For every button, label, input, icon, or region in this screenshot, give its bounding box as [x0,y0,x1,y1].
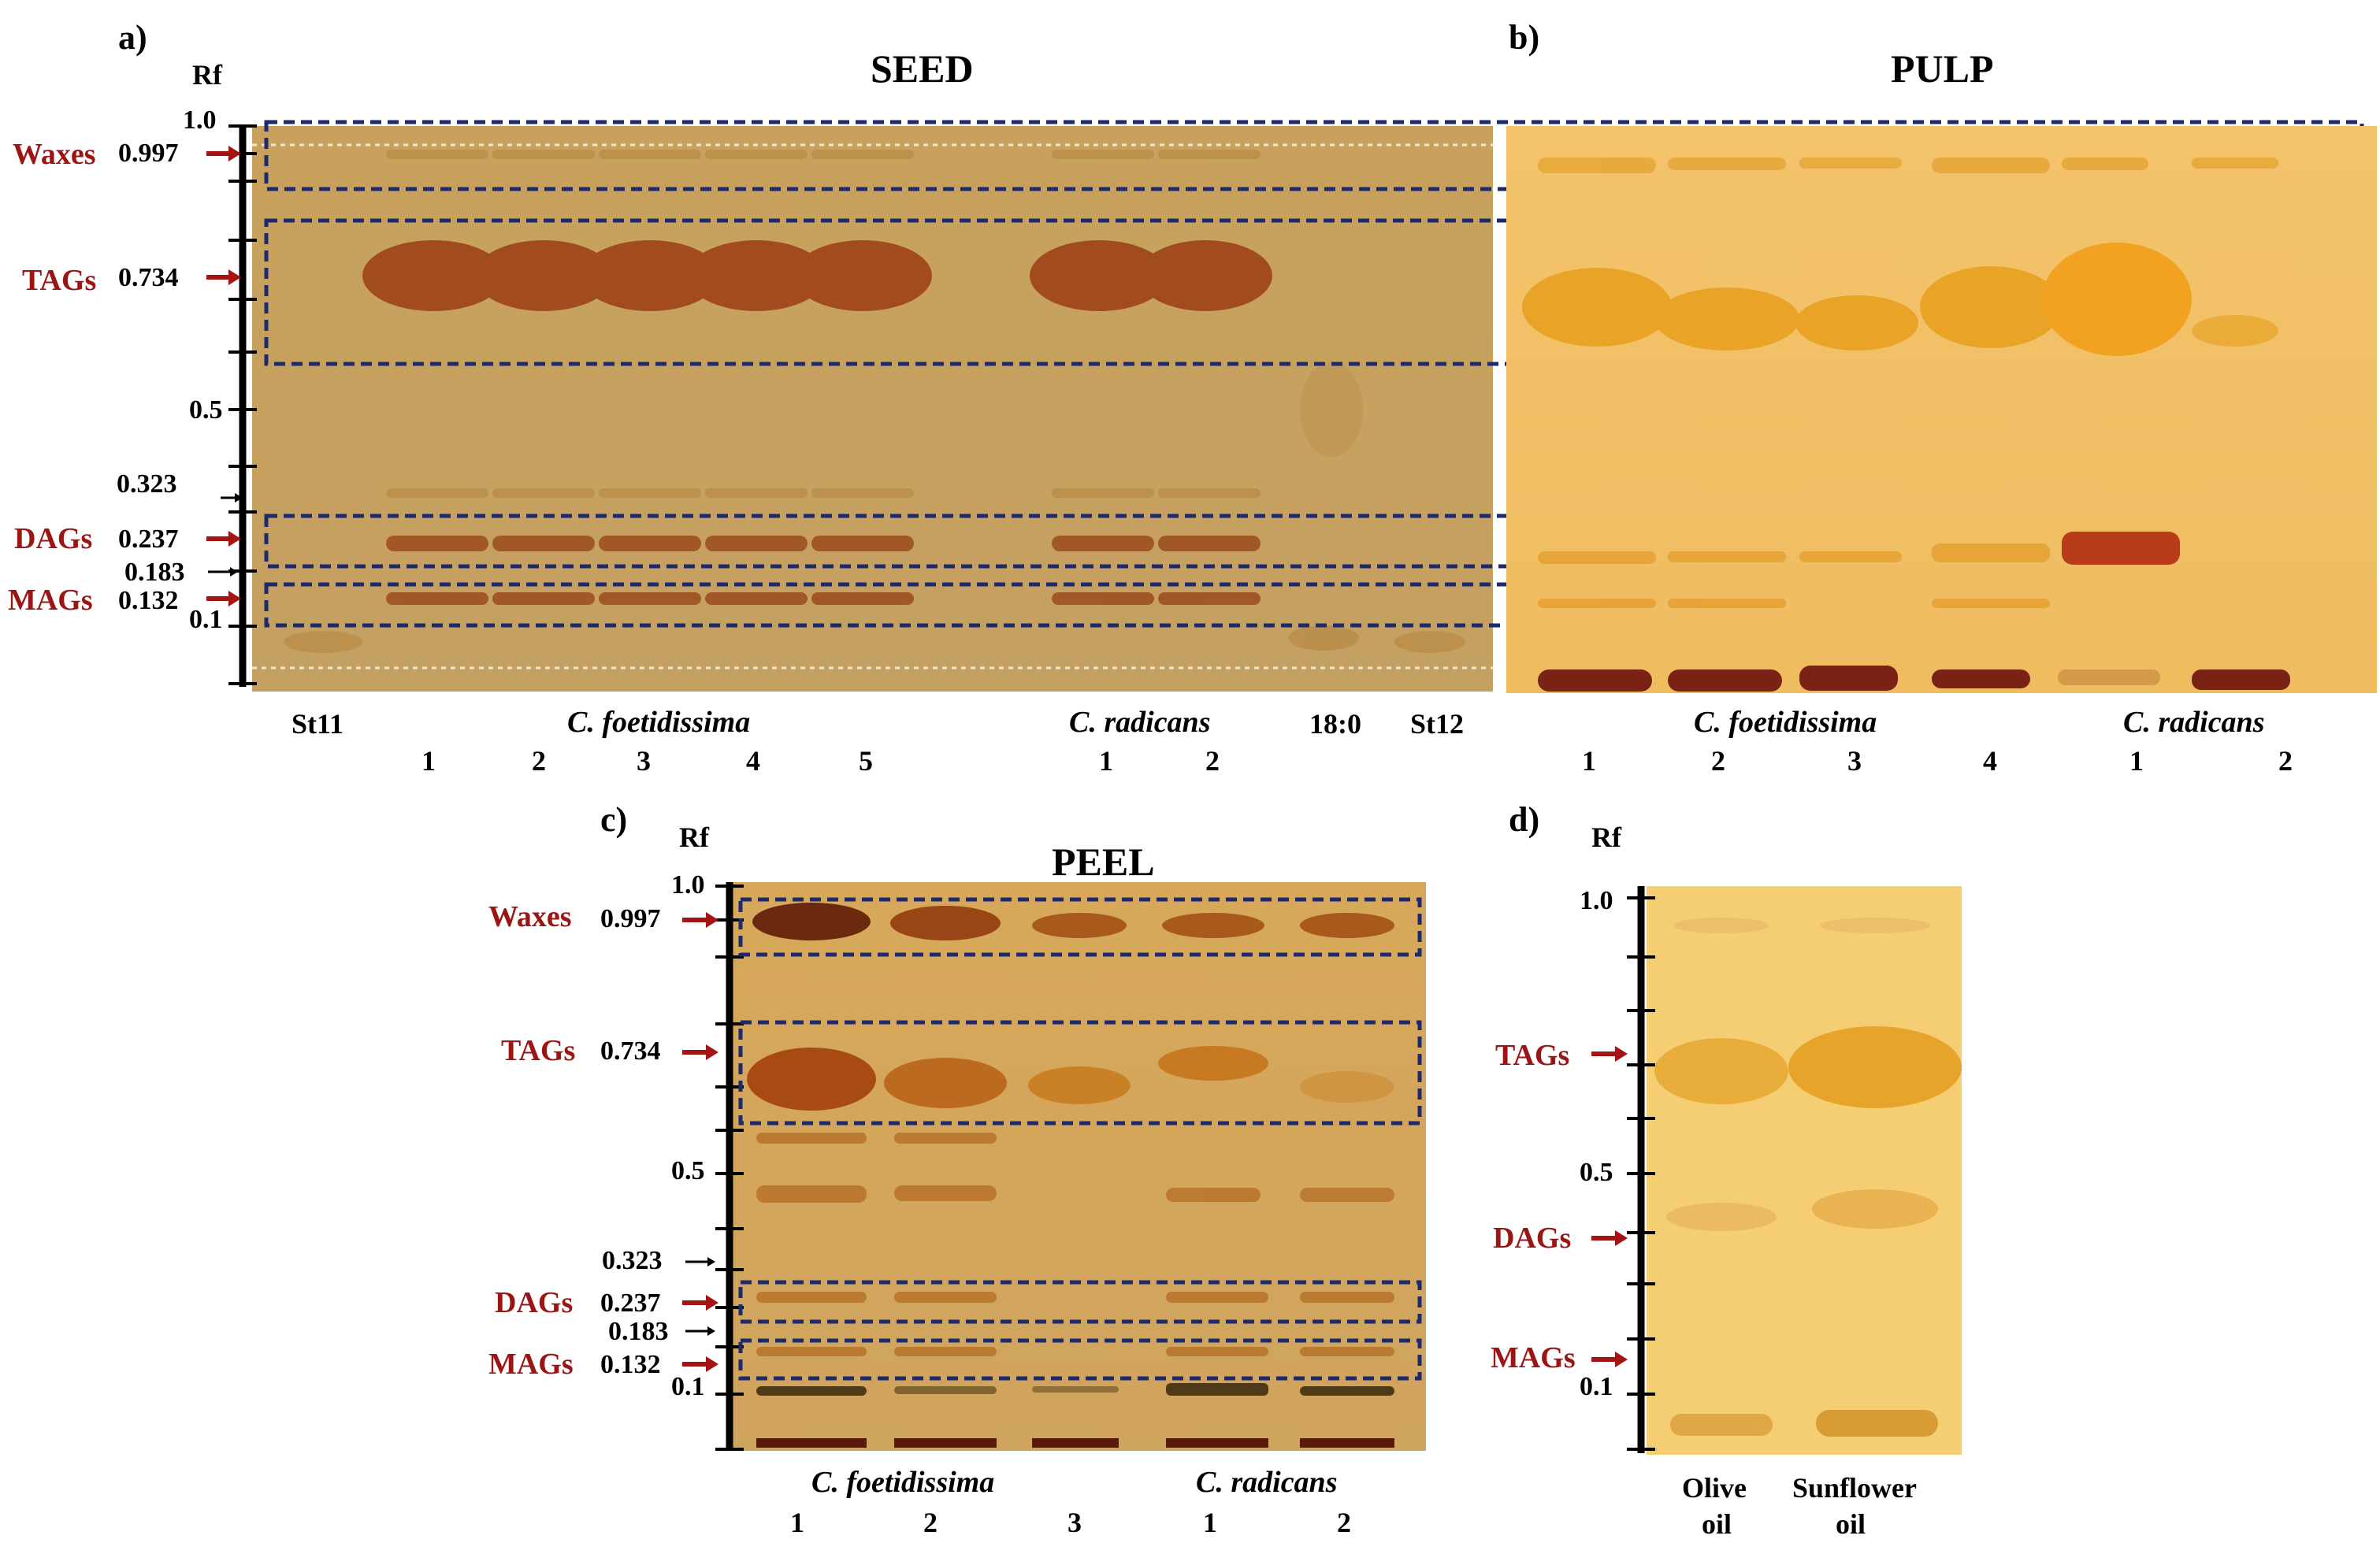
seed-value-mags: 0.132 [118,586,179,615]
seed-lane-number: 1 [421,745,436,777]
peel-tick-0-5: 0.5 [671,1156,705,1185]
seed-species-foetidissima: C. foetidissima [567,706,751,739]
oil-tick-0-5: 0.5 [1580,1158,1613,1187]
panel-d-label: d) [1509,800,1540,839]
pulp-lane-number: 2 [2278,745,2293,777]
peel-species-radicans: C. radicans [1196,1466,1338,1499]
oil-lane-olive: Olive [1682,1472,1747,1504]
peel-title: PEEL [1052,840,1155,884]
peel-label-waxes: Waxes [488,900,572,933]
panel-a-label: a) [118,18,147,57]
seed-value-dags: 0.237 [118,525,179,554]
peel-value-dags: 0.237 [600,1289,661,1318]
seed-title: SEED [871,46,974,91]
seed-label-waxes: Waxes [13,138,96,171]
panel-b-label: b) [1509,18,1540,57]
oil-lane-olive-oil: oil [1702,1508,1732,1540]
peel-value-tags: 0.734 [600,1037,661,1066]
seed-lane-number: 5 [859,745,873,777]
peel-value-mags: 0.132 [600,1350,661,1379]
oil-tick-0-1: 0.1 [1580,1372,1613,1401]
pulp-lane-number: 4 [1983,745,1997,777]
seed-label-tags: TAGs [22,264,97,297]
peel-label-mags: MAGs [488,1348,574,1381]
panel-d-rf-label: Rf [1591,822,1621,853]
oil-tlc-plate [1647,886,1962,1455]
peel-tick-1-0: 1.0 [671,870,705,899]
oil-label-mags: MAGs [1491,1341,1576,1374]
seed-lane-number: 1 [1099,745,1113,777]
seed-label-mags: MAGs [8,584,93,617]
panel-c-label: c) [600,800,628,839]
peel-lane-number: 1 [1203,1507,1217,1538]
pulp-tlc-plate [1506,126,2377,693]
seed-lane-18-0: 18:0 [1309,708,1361,740]
oil-label-tags: TAGs [1495,1039,1570,1072]
seed-lane-number: 2 [532,745,546,777]
peel-label-dags: DAGs [495,1286,574,1319]
pulp-lane-number: 2 [1711,745,1725,777]
panel-a-rf-label: Rf [192,59,222,91]
peel-lane-number: 1 [790,1507,804,1538]
peel-lane-number: 3 [1067,1507,1082,1538]
seed-tick-0-183: 0.183 [124,558,185,587]
seed-bands [252,143,1493,669]
seed-lane-number: 2 [1205,745,1220,777]
seed-tick-0-1: 0.1 [189,605,223,634]
peel-value-waxes: 0.997 [600,904,661,933]
peel-tick-0-183: 0.183 [608,1317,669,1346]
seed-label-dags: DAGs [14,522,93,555]
seed-lane-st11: St11 [291,708,344,740]
oil-lane-sunflower-oil: oil [1836,1508,1866,1540]
seed-tlc-plate [252,126,1493,692]
peel-lane-number: 2 [1337,1507,1351,1538]
peel-tlc-plate [733,882,1426,1451]
oil-lane-sunflower: Sunflower [1792,1472,1918,1504]
seed-lane-number: 4 [746,745,760,777]
peel-tick-0-1: 0.1 [671,1372,705,1401]
pulp-lane-number: 1 [2129,745,2144,777]
pulp-species-radicans: C. radicans [2123,706,2265,739]
seed-value-waxes: 0.997 [118,139,179,168]
peel-lane-number: 2 [923,1507,938,1538]
seed-species-radicans: C. radicans [1069,706,1211,739]
panel-c-rf-label: Rf [679,822,709,853]
oil-bands [1654,918,1962,1437]
seed-tick-1-0: 1.0 [183,106,217,135]
seed-lane-st12: St12 [1410,708,1465,740]
pulp-bands [1522,158,2290,692]
seed-tick-0-5: 0.5 [189,395,223,425]
peel-label-tags: TAGs [501,1034,576,1067]
oil-tick-1-0: 1.0 [1580,886,1613,915]
pulp-lane-number: 3 [1847,745,1862,777]
pulp-title: PULP [1891,46,1994,91]
peel-tick-0-323: 0.323 [602,1246,663,1275]
peel-species-foetidissima: C. foetidissima [811,1466,995,1499]
pulp-lane-number: 1 [1582,745,1596,777]
seed-lane-number: 3 [637,745,651,777]
oil-label-dags: DAGs [1493,1222,1572,1255]
seed-tick-0-323: 0.323 [117,469,177,499]
seed-value-tags: 0.734 [118,263,179,292]
pulp-species-foetidissima: C. foetidissima [1694,706,1877,739]
peel-bands [747,903,1394,1448]
